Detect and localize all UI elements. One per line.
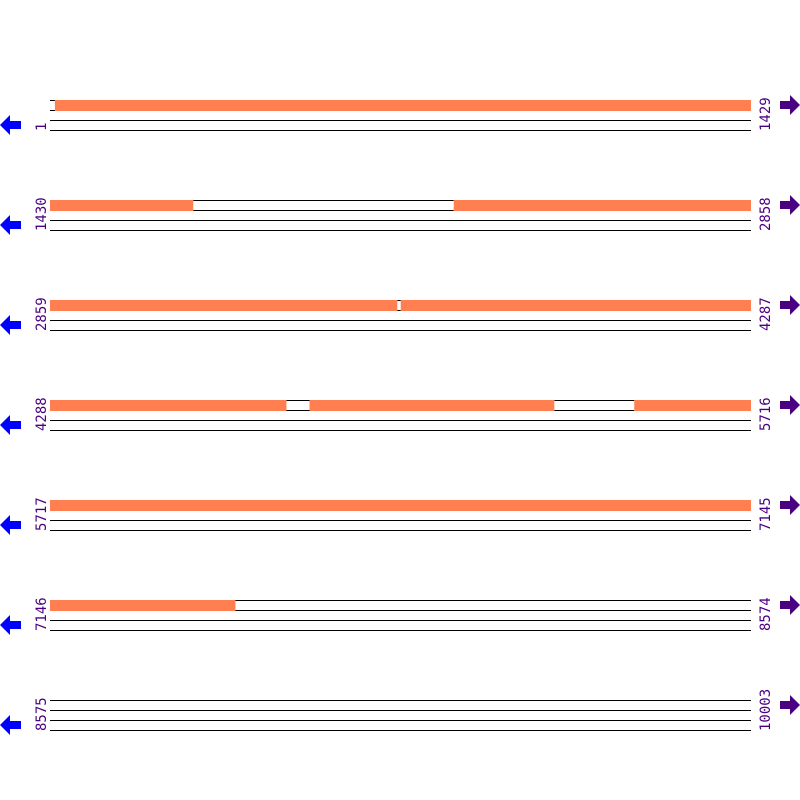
arrow-left-icon[interactable] [0,215,21,235]
arrow-right-icon[interactable] [780,295,800,315]
arrow-left-icon[interactable] [0,715,21,735]
arrow-right-icon[interactable] [780,595,800,615]
covered-region [50,400,287,411]
arrow-left-icon[interactable] [0,515,21,535]
row-end-label: 5716 [758,397,774,431]
covered-region [54,100,752,111]
row-end-label: 8574 [758,597,774,631]
covered-region [50,200,194,211]
row-end-label: 7145 [758,497,774,531]
row-start-label: 1430 [34,197,50,231]
row-start-label: 8575 [34,697,50,731]
arrow-right-icon[interactable] [780,395,800,415]
row-start-label: 4288 [34,397,50,431]
row-end-label: 1429 [758,97,774,131]
row-start-label: 1 [34,123,50,131]
arrow-right-icon[interactable] [780,95,800,115]
row-start-label: 5717 [34,497,50,531]
arrow-right-icon[interactable] [780,495,800,515]
row-end-label: 2858 [758,197,774,231]
arrow-left-icon[interactable] [0,415,21,435]
covered-region [50,500,751,511]
arrow-left-icon[interactable] [0,115,21,135]
arrow-left-icon[interactable] [0,615,21,635]
row-start-label: 2859 [34,297,50,331]
row-end-label: 4287 [758,297,774,331]
arrow-right-icon[interactable] [780,195,800,215]
covered-region [453,200,751,211]
row-end-label: 10003 [758,689,774,731]
covered-region [50,300,398,311]
covered-region [634,400,751,411]
covered-region [309,400,555,411]
arrow-left-icon[interactable] [0,315,21,335]
covered-region [400,300,751,311]
covered-region [50,600,236,611]
arrow-right-icon[interactable] [780,695,800,715]
row-start-label: 7146 [34,597,50,631]
